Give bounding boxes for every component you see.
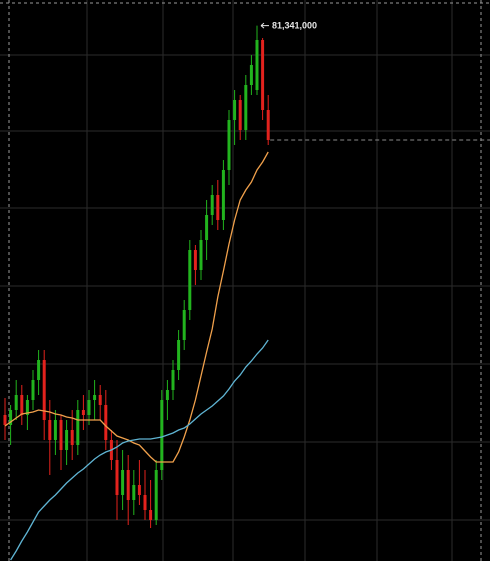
candle-body bbox=[165, 390, 169, 400]
candle-body bbox=[210, 195, 214, 215]
candle-body bbox=[261, 40, 265, 110]
candle-body bbox=[81, 410, 85, 415]
candle-body bbox=[233, 100, 237, 120]
candle-body bbox=[126, 470, 130, 500]
candle-body bbox=[227, 120, 231, 170]
candle-body bbox=[182, 310, 186, 340]
candle-body bbox=[70, 430, 74, 445]
high-value-label: 81,341,000 bbox=[272, 20, 317, 30]
candle-body bbox=[154, 470, 158, 520]
candle-body bbox=[9, 410, 13, 425]
candle-body bbox=[87, 400, 91, 415]
candle-body bbox=[188, 250, 192, 310]
candle-body bbox=[149, 510, 153, 520]
candle-body bbox=[160, 400, 164, 470]
candle-body bbox=[65, 430, 69, 450]
candle-body bbox=[3, 415, 7, 425]
candle-body bbox=[143, 495, 147, 510]
candle-body bbox=[31, 380, 35, 400]
moving-average-line bbox=[10, 339, 269, 561]
candle-body bbox=[14, 395, 18, 410]
candle-body bbox=[221, 170, 225, 220]
candle-body bbox=[104, 405, 108, 440]
moving-average-line bbox=[4, 151, 269, 463]
candle-body bbox=[238, 100, 242, 130]
candle-body bbox=[53, 420, 57, 440]
candle-body bbox=[93, 395, 97, 400]
candle-body bbox=[255, 40, 259, 90]
label-arrow bbox=[260, 22, 269, 29]
candle-body bbox=[199, 240, 203, 270]
candle-body bbox=[59, 420, 63, 450]
candle-body bbox=[177, 340, 181, 370]
candle-body bbox=[205, 215, 209, 240]
candle-body bbox=[137, 485, 141, 495]
candle-body bbox=[25, 400, 29, 415]
candle-body bbox=[216, 195, 220, 220]
candle-body bbox=[171, 370, 175, 390]
candle-body bbox=[244, 85, 248, 130]
candle-body bbox=[266, 110, 270, 140]
candle-body bbox=[20, 395, 24, 415]
candle-body bbox=[249, 65, 253, 85]
candle-body bbox=[42, 360, 46, 420]
candle-body bbox=[37, 360, 41, 380]
candle-body bbox=[48, 420, 52, 440]
candle-body bbox=[132, 485, 136, 500]
candle-body bbox=[98, 395, 102, 405]
candle-body bbox=[76, 410, 80, 445]
candle-body bbox=[115, 460, 119, 495]
candle-body bbox=[121, 470, 125, 495]
candle-body bbox=[193, 250, 197, 270]
